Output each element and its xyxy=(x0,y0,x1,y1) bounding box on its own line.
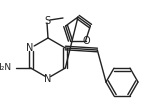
Text: O: O xyxy=(83,36,90,45)
Text: N: N xyxy=(27,42,34,53)
Text: N: N xyxy=(44,73,51,84)
Text: S: S xyxy=(44,16,51,26)
Text: H₂N: H₂N xyxy=(0,64,12,72)
